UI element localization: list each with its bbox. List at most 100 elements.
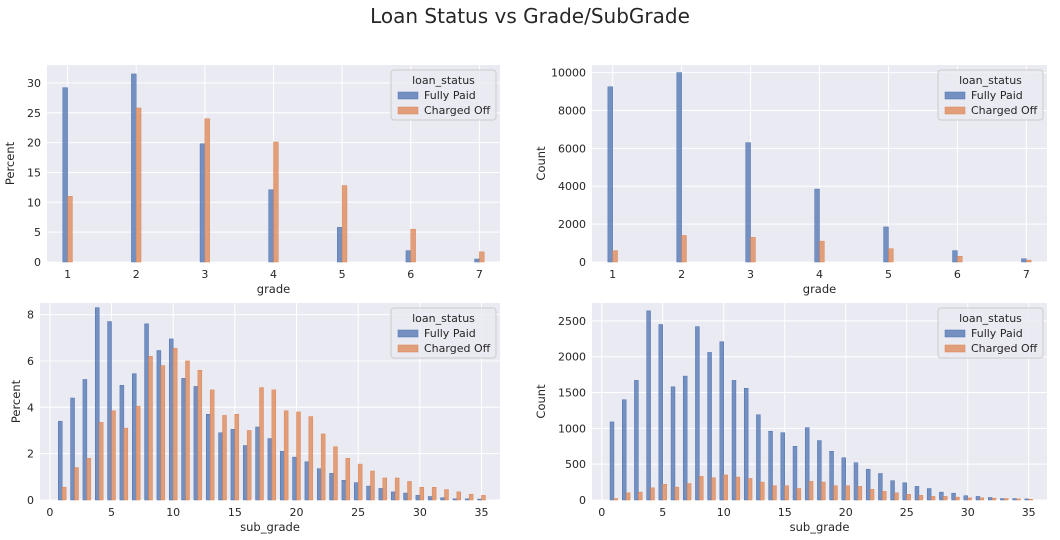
x-tick-label: 25 <box>900 506 914 519</box>
bar-charged-off <box>456 491 462 501</box>
bar-charged-off <box>98 422 104 501</box>
bar-charged-off <box>283 410 289 501</box>
bar-fully-paid <box>1000 498 1005 501</box>
bar-charged-off <box>625 492 631 501</box>
bar-fully-paid <box>939 491 944 501</box>
y-tick-label: 30 <box>27 77 41 90</box>
x-tick-label: 2 <box>133 268 140 281</box>
y-tick-label: 0 <box>27 494 34 507</box>
y-tick-label: 1000 <box>558 422 586 435</box>
bar-charged-off <box>1026 259 1032 263</box>
bar-charged-off <box>431 487 437 501</box>
bar-fully-paid <box>131 73 137 263</box>
x-tick-label: 5 <box>339 268 346 281</box>
bar-fully-paid <box>745 142 751 263</box>
bar-charged-off <box>906 494 911 501</box>
bar-fully-paid <box>452 498 458 501</box>
bar-charged-off <box>86 458 92 501</box>
bar-charged-off <box>259 387 264 501</box>
x-tick-label: 35 <box>1022 506 1036 519</box>
x-tick-label: 20 <box>839 506 853 519</box>
x-tick-label: 35 <box>475 506 489 519</box>
bar-fully-paid <box>902 482 907 501</box>
bar-charged-off <box>699 476 704 501</box>
bar-charged-off <box>819 240 825 263</box>
chart-panel-4: 0 5 10 15 20 25 30 35 0 500 1000 1500 2000 2500 sub_gr… <box>534 303 1047 534</box>
y-tick-label: 0 <box>579 256 586 269</box>
bar-charged-off <box>772 485 777 501</box>
legend-swatch-charged-off <box>397 106 419 115</box>
bar-fully-paid <box>768 430 773 501</box>
bar-charged-off <box>681 235 687 263</box>
bar-charged-off <box>204 118 210 263</box>
bar-charged-off <box>370 470 375 501</box>
y-tick-label: 20 <box>27 137 41 150</box>
bar-charged-off <box>419 487 425 501</box>
x-tick-label: 6 <box>954 268 961 281</box>
x-tick-label: 10 <box>717 506 731 519</box>
bar-fully-paid <box>255 426 260 501</box>
bar-fully-paid <box>829 451 834 501</box>
bar-charged-off <box>148 356 153 501</box>
x-tick-label: 3 <box>201 268 208 281</box>
x-tick-label: 0 <box>598 506 605 519</box>
bar-charged-off <box>357 463 363 501</box>
bar-fully-paid <box>144 323 149 501</box>
y-axis-label: Percent <box>9 379 23 423</box>
bar-charged-off <box>308 416 314 501</box>
legend-swatch-fully-paid <box>944 329 966 338</box>
bar-charged-off <box>135 405 141 501</box>
bar-fully-paid <box>403 492 408 501</box>
bar-fully-paid <box>695 326 700 501</box>
bar-charged-off <box>808 481 814 501</box>
bar-charged-off <box>894 492 899 501</box>
bar-charged-off <box>382 477 388 501</box>
bar-charged-off <box>61 487 67 501</box>
legend: loan_status Fully Paid Charged Off <box>937 69 1044 121</box>
bar-fully-paid <box>366 485 371 501</box>
bar-fully-paid <box>865 468 871 501</box>
legend-swatch-charged-off <box>944 344 966 353</box>
bar-fully-paid <box>267 438 273 501</box>
bar-charged-off <box>1016 498 1021 501</box>
bar-fully-paid <box>682 375 688 501</box>
bar-fully-paid <box>658 324 663 501</box>
bar-fully-paid <box>634 380 639 501</box>
bar-fully-paid <box>193 386 199 501</box>
bar-charged-off <box>222 415 227 501</box>
bar-charged-off <box>341 185 348 263</box>
bar-charged-off <box>160 365 166 501</box>
bar-charged-off <box>209 389 215 501</box>
bar-fully-paid <box>1021 258 1027 263</box>
bar-fully-paid <box>975 496 981 501</box>
y-tick-label: 2 <box>27 448 34 461</box>
bar-fully-paid <box>853 462 859 501</box>
bar-charged-off <box>246 430 252 501</box>
bar-fully-paid <box>890 480 895 501</box>
bar-charged-off <box>760 481 765 501</box>
bar-charged-off <box>967 497 972 501</box>
bar-charged-off <box>930 496 936 501</box>
y-tick-label: 2500 <box>558 315 586 328</box>
bar-fully-paid <box>378 488 384 501</box>
legend-label-charged-off: Charged Off <box>971 342 1038 355</box>
y-tick-label: 8000 <box>558 104 586 117</box>
x-tick-label: 20 <box>290 506 304 519</box>
bar-charged-off <box>345 458 351 501</box>
bar-fully-paid <box>719 341 724 501</box>
bar-charged-off <box>638 491 643 501</box>
y-axis-label: Percent <box>3 141 17 185</box>
x-tick-label: 1 <box>609 268 616 281</box>
bar-charged-off <box>747 478 753 501</box>
y-tick-label: 500 <box>565 458 586 471</box>
bar-charged-off <box>674 486 680 501</box>
x-axis-label: sub_grade <box>240 520 300 534</box>
x-tick-label: 5 <box>885 268 892 281</box>
bar-charged-off <box>74 467 79 501</box>
bar-fully-paid <box>883 226 889 263</box>
bar-charged-off <box>957 256 963 263</box>
bar-charged-off <box>320 433 326 501</box>
bar-charged-off <box>784 485 789 501</box>
bar-fully-paid <box>329 473 334 501</box>
